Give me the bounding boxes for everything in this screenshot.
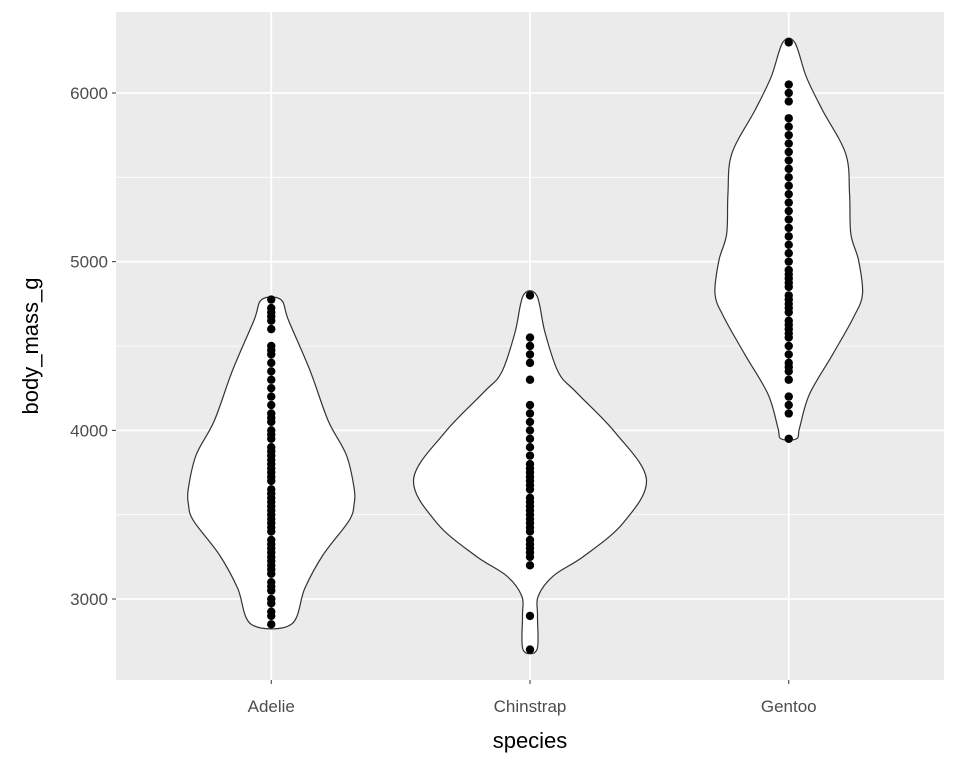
data-point-chinstrap bbox=[525, 443, 535, 452]
data-point-adelie bbox=[267, 383, 276, 393]
data-point-chinstrap bbox=[525, 561, 535, 570]
data-point-adelie bbox=[267, 409, 276, 418]
data-point-adelie bbox=[267, 375, 276, 384]
data-point-gentoo bbox=[784, 114, 793, 123]
y-axis-ticks: 3000 4000 5000 6000 bbox=[70, 84, 116, 609]
data-point-chinstrap bbox=[525, 645, 535, 654]
y-tick-label: 6000 bbox=[70, 84, 108, 103]
data-point-chinstrap bbox=[525, 459, 535, 469]
y-axis-title: body_mass_g bbox=[18, 278, 43, 415]
data-point-adelie bbox=[267, 594, 276, 604]
data-point-gentoo bbox=[784, 156, 793, 165]
data-point-adelie bbox=[267, 535, 276, 545]
data-point-gentoo bbox=[784, 80, 793, 89]
data-point-gentoo bbox=[784, 291, 793, 300]
data-point-gentoo bbox=[784, 257, 793, 266]
data-point-gentoo bbox=[784, 215, 793, 224]
data-point-gentoo bbox=[784, 198, 793, 207]
data-point-gentoo bbox=[784, 240, 793, 249]
data-point-gentoo bbox=[784, 164, 793, 174]
x-tick-label: Chinstrap bbox=[494, 697, 567, 716]
data-point-gentoo bbox=[784, 139, 793, 148]
data-point-chinstrap bbox=[525, 417, 535, 427]
data-point-adelie bbox=[267, 577, 276, 587]
y-tick-label: 3000 bbox=[70, 590, 108, 609]
data-point-chinstrap bbox=[525, 341, 535, 351]
data-point-adelie bbox=[267, 426, 276, 435]
data-point-adelie bbox=[267, 607, 276, 616]
data-point-chinstrap bbox=[525, 358, 535, 368]
data-point-gentoo bbox=[784, 97, 793, 106]
data-point-adelie bbox=[267, 303, 276, 313]
x-axis-ticks: Adelie Chinstrap Gentoo bbox=[248, 680, 817, 716]
y-tick-label: 5000 bbox=[70, 253, 108, 272]
data-point-adelie bbox=[267, 358, 276, 368]
data-point-gentoo bbox=[784, 249, 793, 258]
data-point-adelie bbox=[267, 485, 276, 494]
data-point-chinstrap bbox=[525, 434, 535, 443]
x-axis-title: species bbox=[493, 728, 568, 753]
data-point-gentoo bbox=[784, 265, 793, 275]
y-tick-label: 4000 bbox=[70, 421, 108, 440]
data-point-chinstrap bbox=[525, 350, 535, 359]
data-point-gentoo bbox=[784, 316, 793, 325]
data-point-adelie bbox=[267, 620, 276, 629]
data-point-gentoo bbox=[784, 223, 793, 233]
data-point-chinstrap bbox=[525, 291, 535, 300]
data-point-gentoo bbox=[784, 147, 793, 157]
data-point-adelie bbox=[267, 324, 276, 334]
data-point-gentoo bbox=[784, 434, 793, 443]
data-point-gentoo bbox=[784, 122, 793, 131]
data-point-gentoo bbox=[784, 409, 793, 418]
data-point-chinstrap bbox=[525, 611, 535, 621]
data-point-chinstrap bbox=[525, 493, 535, 503]
data-point-adelie bbox=[267, 341, 276, 351]
data-point-gentoo bbox=[784, 88, 793, 98]
data-point-adelie bbox=[267, 295, 276, 304]
data-point-chinstrap bbox=[525, 426, 535, 435]
data-point-gentoo bbox=[784, 232, 793, 241]
data-point-chinstrap bbox=[525, 451, 535, 460]
data-point-gentoo bbox=[784, 173, 793, 182]
data-point-chinstrap bbox=[525, 333, 535, 342]
data-point-adelie bbox=[267, 443, 276, 452]
data-point-gentoo bbox=[784, 206, 793, 216]
data-point-gentoo bbox=[784, 38, 793, 47]
data-point-chinstrap bbox=[525, 400, 535, 410]
data-point-chinstrap bbox=[525, 535, 535, 545]
data-point-gentoo bbox=[784, 358, 793, 368]
data-point-gentoo bbox=[784, 130, 793, 140]
data-point-gentoo bbox=[784, 392, 793, 401]
data-point-gentoo bbox=[784, 400, 793, 410]
data-point-chinstrap bbox=[525, 409, 535, 418]
data-point-adelie bbox=[267, 392, 276, 401]
data-point-adelie bbox=[267, 400, 276, 410]
points bbox=[267, 38, 793, 654]
data-point-gentoo bbox=[784, 341, 793, 351]
data-point-gentoo bbox=[784, 375, 793, 384]
data-point-gentoo bbox=[784, 189, 793, 199]
x-tick-label: Gentoo bbox=[761, 697, 817, 716]
x-tick-label: Adelie bbox=[248, 697, 295, 716]
data-point-adelie bbox=[267, 367, 276, 376]
data-point-chinstrap bbox=[525, 375, 535, 384]
data-point-gentoo bbox=[784, 181, 793, 190]
data-point-gentoo bbox=[784, 350, 793, 359]
